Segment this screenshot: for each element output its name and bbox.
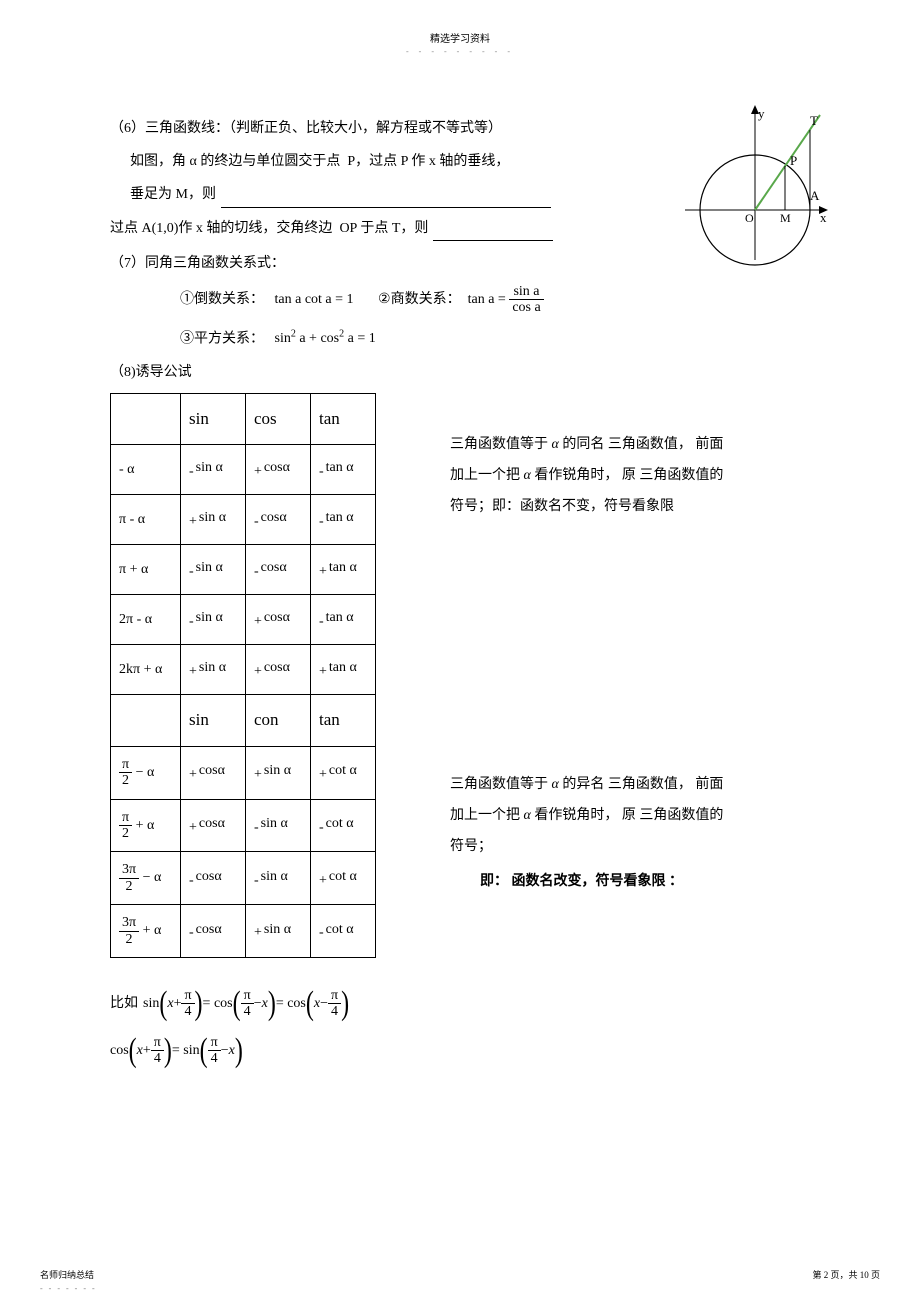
sec8-title: （8)诱导公试 bbox=[110, 360, 810, 385]
svg-text:M: M bbox=[780, 211, 791, 225]
footer-right: 第 2 页，共 10 页 bbox=[812, 1268, 880, 1281]
side-text-1: 三角函数值等于 α 的同名 三角函数值， 前面 加上一个把 α 看作锐角时， 原… bbox=[450, 430, 820, 522]
svg-text:y: y bbox=[758, 106, 765, 121]
bottom-formulas: 比如 sin (x + π4) = cos (π4 − x) = cos (x … bbox=[110, 988, 810, 1067]
induction-table: sin cos tan - α -sin α +cosα -tan α π - … bbox=[110, 393, 376, 958]
svg-text:O: O bbox=[745, 211, 754, 225]
unit-circle-diagram: y x T P A O M bbox=[680, 100, 830, 270]
side-text-2: 三角函数值等于 α 的异名 三角函数值， 前面 加上一个把 α 看作锐角时， 原… bbox=[450, 770, 820, 898]
svg-text:x: x bbox=[820, 210, 827, 225]
svg-text:T: T bbox=[810, 113, 818, 128]
footer-left: 名师归纳总结 bbox=[40, 1268, 94, 1281]
svg-text:A: A bbox=[810, 188, 820, 203]
sec7-rel12: ①倒数关系： tan a cot a = 1 ②商数关系： tan a = si… bbox=[110, 284, 810, 316]
header-top: 精选学习资料 bbox=[0, 0, 920, 45]
footer-left-sub: - - - - - - - bbox=[40, 1284, 97, 1293]
header-sub: - - - - - - - - - bbox=[0, 47, 920, 56]
svg-text:P: P bbox=[790, 153, 797, 168]
sec7-rel3: ③平方关系： sin2 a + cos2 a = 1 bbox=[110, 326, 810, 352]
